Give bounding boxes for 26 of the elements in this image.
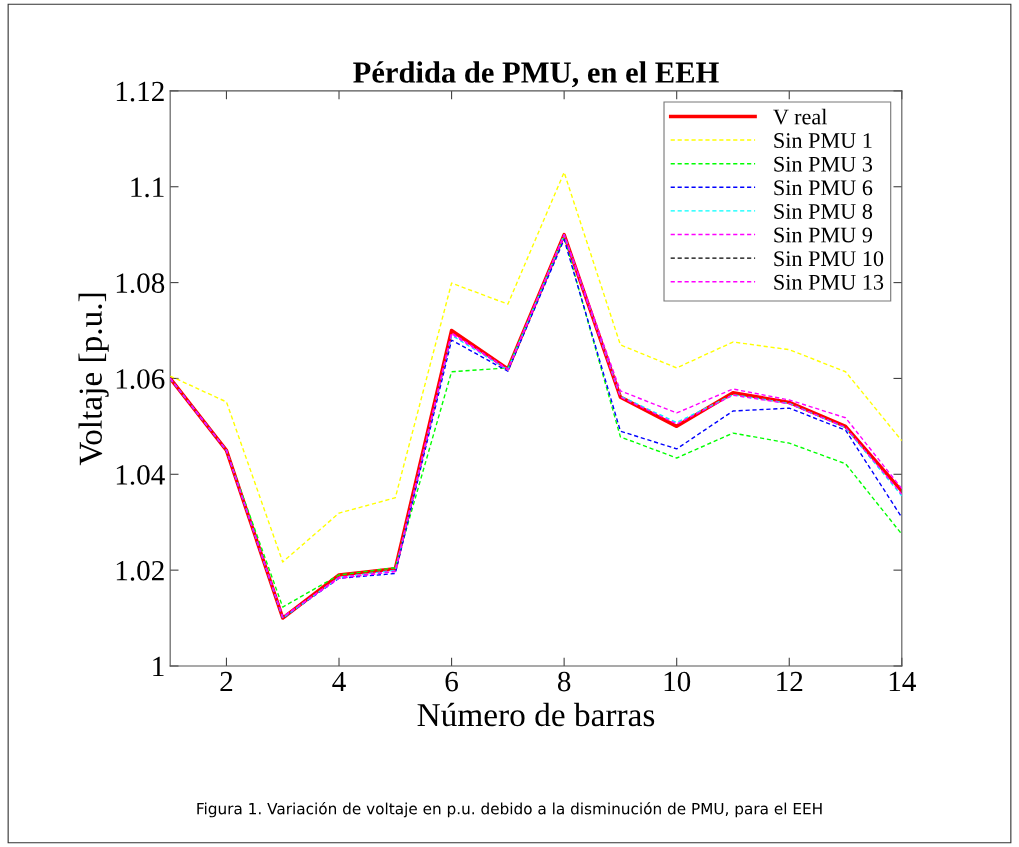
y-tick-label: 1.06 xyxy=(116,369,165,389)
text: Figura 1. Variación de voltaje en p.u. debido a la disminución de PMU, para el EEH xyxy=(197,801,822,818)
x-tick-label: 8 xyxy=(557,671,571,692)
x-axis-title: Número de barras xyxy=(417,702,655,727)
legend-label: Sin PMU 13 xyxy=(774,274,884,290)
x-tick-label: 10 xyxy=(664,671,691,692)
y-tick-label: 1.02 xyxy=(116,560,164,581)
legend-label: Sin PMU 9 xyxy=(774,227,873,243)
x-tick-label: 4 xyxy=(332,671,346,692)
legend-label: Sin PMU 1 xyxy=(774,133,872,149)
legend-label: Sin PMU 6 xyxy=(774,180,873,196)
x-tick-label: 2 xyxy=(220,671,233,692)
y-axis-title: Voltaje [p.u.] xyxy=(78,293,109,466)
legend-label: Sin PMU 8 xyxy=(774,203,873,219)
y-tick-label: 1.04 xyxy=(116,465,165,485)
legend-label: V real xyxy=(773,108,827,125)
y-tick-label: 1.08 xyxy=(116,273,165,294)
x-tick-label: 14 xyxy=(889,671,916,692)
y-tick-label: 1.1 xyxy=(131,177,164,198)
x-tick-label: 12 xyxy=(777,671,803,692)
y-tick-label: 1.12 xyxy=(116,81,164,102)
legend-label: Sin PMU 3 xyxy=(774,156,873,172)
chart-title: Pérdida de PMU, en el EEH xyxy=(353,61,719,88)
x-tick-label: 6 xyxy=(445,671,458,692)
legend-label: Sin PMU 10 xyxy=(774,251,884,267)
y-tick-label: 1 xyxy=(153,656,164,677)
